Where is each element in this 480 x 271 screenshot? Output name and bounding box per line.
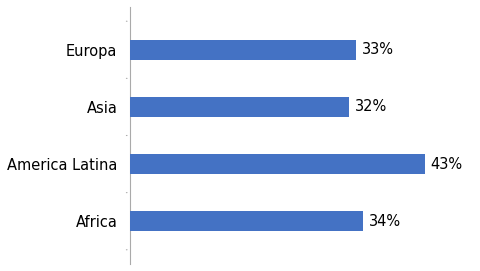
- Bar: [130, 97, 349, 117]
- Text: 33%: 33%: [362, 42, 394, 57]
- Bar: [130, 211, 363, 231]
- Bar: [130, 154, 425, 174]
- Bar: [130, 40, 356, 60]
- Text: 34%: 34%: [369, 214, 401, 229]
- Text: 32%: 32%: [355, 99, 387, 114]
- Text: 43%: 43%: [431, 157, 463, 172]
